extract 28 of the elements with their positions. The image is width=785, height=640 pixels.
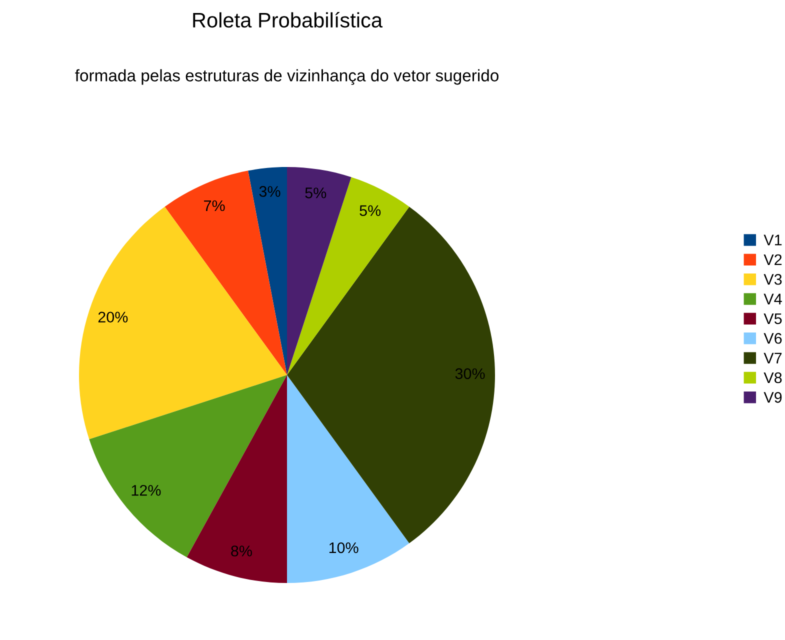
data-label: 30% <box>455 368 485 380</box>
pie-slice <box>287 167 352 375</box>
pie-slice <box>287 177 410 375</box>
legend-label: V3 <box>764 274 782 285</box>
data-label: 12% <box>132 484 161 496</box>
data-label: 5% <box>360 205 381 216</box>
pie-slice <box>164 170 287 375</box>
legend-label: V8 <box>764 372 782 384</box>
pie-slice <box>186 375 287 583</box>
legend-label: V6 <box>764 332 782 344</box>
data-label: 7% <box>204 200 225 212</box>
pie-slice <box>89 375 287 558</box>
legend-label: V9 <box>764 392 782 403</box>
legend-label: V1 <box>764 234 782 246</box>
legend-label: V5 <box>764 313 782 324</box>
legend-label: V7 <box>764 352 782 364</box>
pie-slice <box>287 375 410 583</box>
legend-label: V2 <box>764 254 782 265</box>
pie-slice <box>287 206 495 544</box>
data-label: 8% <box>231 546 252 556</box>
data-label: 5% <box>305 188 326 198</box>
data-label: 3% <box>259 186 280 197</box>
chart-title: Roleta Probabilística <box>193 12 383 28</box>
chart-subtitle: formada pelas estruturas de vizinhança do vetor sugerido <box>75 69 498 85</box>
pie-slice <box>248 167 287 375</box>
data-label: 20% <box>98 312 128 323</box>
legend-label: V4 <box>764 294 782 304</box>
data-label: 10% <box>329 542 358 554</box>
